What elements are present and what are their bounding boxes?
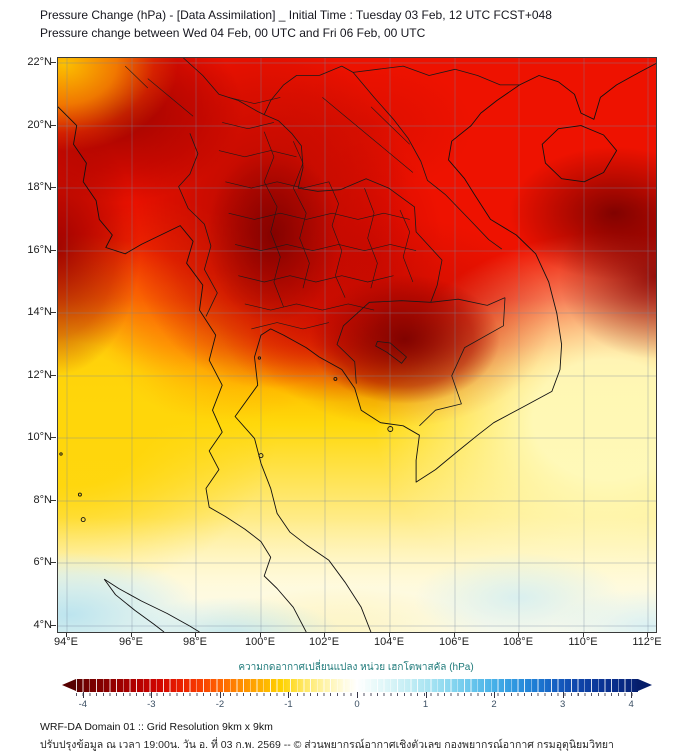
coastline-west-myanmar-malay — [58, 106, 307, 632]
y-axis-tick-label: 16°N — [27, 244, 52, 256]
border-cambodia-vietnam — [419, 297, 506, 427]
colorbar-major-tick — [151, 692, 153, 698]
island-dot — [333, 376, 338, 381]
border-myanmar-laos-china — [183, 58, 320, 115]
border-thailand-cambodia — [336, 300, 431, 384]
grid-lines — [58, 58, 656, 632]
colorbar-tick-label: -4 — [78, 699, 88, 710]
island-dot — [258, 453, 264, 459]
y-axis-tick-label: 8°N — [33, 494, 52, 506]
border-laos-vietnam — [352, 72, 503, 250]
country-borders — [178, 58, 520, 427]
colorbar-major-tick — [82, 692, 84, 698]
y-axis-tick-label: 18°N — [27, 181, 52, 193]
y-axis-tick — [51, 500, 56, 501]
x-axis-tick — [389, 632, 390, 637]
colorbar-major-tick — [219, 692, 221, 698]
province-mesh — [124, 65, 417, 330]
island-dot — [77, 492, 82, 497]
coastlines — [58, 63, 656, 632]
colorbar-tick-label: 4 — [628, 699, 634, 710]
island-dot — [80, 517, 86, 523]
y-axis-tick-label: 6°N — [33, 556, 52, 568]
x-axis-tick — [583, 632, 584, 637]
y-axis-tick — [51, 62, 56, 63]
island-dot — [387, 426, 394, 432]
x-axis-tick — [195, 632, 196, 637]
x-axis-tick-label: 106°E — [438, 636, 470, 648]
y-axis-tick — [51, 250, 56, 251]
colorbar-major-tick — [562, 692, 564, 698]
x-axis-tick-label: 100°E — [244, 636, 276, 648]
y-axis-tick-label: 12°N — [27, 369, 52, 381]
x-axis-tick — [518, 632, 519, 637]
colorbar-major-tick — [288, 692, 290, 698]
coastline-gulf-vietnam-china — [234, 63, 656, 632]
y-axis-tick-label: 4°N — [33, 619, 52, 631]
y-axis-tick — [51, 375, 56, 376]
colorbar-major-tick — [631, 692, 633, 698]
border-china-south — [319, 65, 520, 86]
colorbar-left-arrow — [62, 679, 76, 691]
colorbar-tick-label: -2 — [215, 699, 225, 710]
colorbar-tick-label: 0 — [354, 699, 360, 710]
x-axis-tick — [131, 632, 132, 637]
footer-domain-info: WRF-DA Domain 01 :: Grid Resolution 9km … — [40, 721, 273, 733]
footer-update-info: ปรับปรุงข้อมูล ณ เวลา 19:00น. วัน อ. ที่… — [40, 739, 614, 751]
x-axis-tick-label: 94°E — [54, 636, 78, 648]
y-axis-tick-label: 10°N — [27, 431, 52, 443]
x-axis-tick — [324, 632, 325, 637]
y-axis-tick — [51, 625, 56, 626]
x-axis-tick-label: 110°E — [568, 636, 598, 648]
province-borders — [124, 65, 417, 330]
island-dot — [59, 452, 63, 456]
map-plot-area — [57, 57, 657, 633]
island-dot — [257, 356, 262, 360]
x-axis-tick-label: 96°E — [119, 636, 143, 648]
y-axis-tick — [51, 437, 56, 438]
x-axis-tick — [454, 632, 455, 637]
colorbar-tick-label: 2 — [491, 699, 497, 710]
lake-tonle-sap — [375, 341, 407, 364]
border-myanmar-thailand — [178, 133, 218, 317]
coastline-hainan-island — [541, 125, 618, 183]
colorbar-major-tick — [494, 692, 496, 698]
x-axis-tick — [647, 632, 648, 637]
colorbar-label: ความกดอากาศเปลี่ยนแปลง หน่วย เฮกโตพาสคัล… — [238, 662, 474, 673]
colorbar-major-tick — [357, 692, 358, 698]
figure-subtitle: Pressure change between Wed 04 Feb, 00 U… — [40, 26, 426, 40]
y-axis-tick — [51, 312, 56, 313]
colorbar-tick-label: 1 — [422, 699, 429, 710]
map-overlay — [58, 58, 656, 632]
x-axis-tick-label: 102°E — [308, 636, 340, 648]
y-axis-tick-label: 14°N — [27, 306, 52, 318]
colorbar-gradient — [76, 679, 638, 692]
coastline-sumatra — [103, 578, 200, 632]
x-axis-tick — [260, 632, 261, 637]
y-axis-tick — [51, 562, 56, 563]
border-laos-cambodia — [430, 297, 506, 306]
x-axis-tick-label: 104°E — [373, 636, 405, 648]
colorbar-tick-label: -1 — [284, 699, 293, 710]
y-axis-tick-label: 20°N — [27, 119, 52, 131]
colorbar-major-tick — [425, 692, 427, 698]
y-axis-tick — [51, 187, 56, 188]
figure-title: Pressure Change (hPa) - [Data Assimilati… — [40, 8, 552, 22]
colorbar — [62, 679, 652, 692]
x-axis-tick — [66, 632, 67, 637]
colorbar-tick-label: 3 — [559, 699, 566, 710]
colorbar-right-arrow — [638, 679, 652, 691]
y-axis-tick-label: 22°N — [27, 56, 52, 68]
y-axis-tick — [51, 125, 56, 126]
x-axis-tick-label: 112°E — [632, 636, 662, 648]
pressure-change-field — [58, 58, 656, 632]
border-thailand-laos — [264, 114, 443, 303]
colorbar-tick-label: -3 — [147, 699, 156, 710]
x-axis-tick-label: 108°E — [502, 636, 534, 648]
x-axis-tick-label: 98°E — [183, 636, 207, 648]
